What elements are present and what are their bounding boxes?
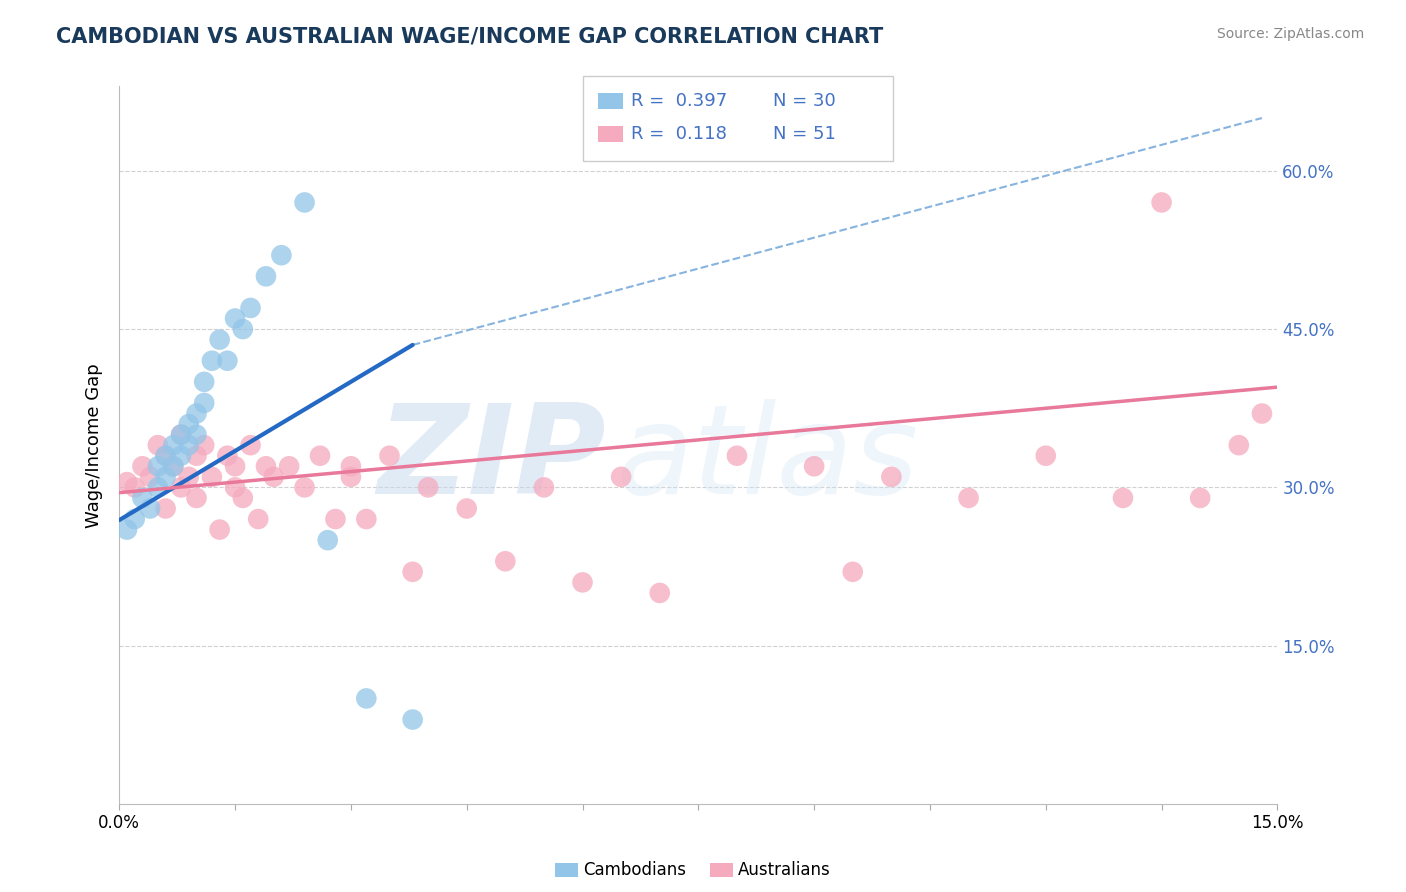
Point	[217, 449, 239, 463]
Point	[340, 459, 363, 474]
Point	[146, 480, 169, 494]
Point	[208, 523, 231, 537]
Point	[402, 713, 425, 727]
Point	[356, 691, 378, 706]
Point	[1189, 491, 1212, 505]
Point	[224, 480, 246, 494]
Point	[224, 459, 246, 474]
Point	[842, 565, 865, 579]
Point	[208, 333, 231, 347]
Point	[155, 449, 177, 463]
Point	[139, 501, 162, 516]
Point	[155, 470, 177, 484]
Point	[1227, 438, 1250, 452]
Text: N = 51: N = 51	[773, 125, 837, 143]
Point	[610, 470, 633, 484]
Point	[146, 459, 169, 474]
Point	[162, 438, 184, 452]
Point	[263, 470, 285, 484]
Point	[232, 491, 254, 505]
Point	[880, 470, 903, 484]
Text: atlas: atlas	[617, 399, 920, 520]
Text: Australians: Australians	[738, 861, 831, 879]
Text: Cambodians: Cambodians	[583, 861, 686, 879]
Point	[254, 459, 277, 474]
Point	[139, 470, 162, 484]
Point	[201, 470, 224, 484]
Point	[131, 459, 153, 474]
Point	[254, 269, 277, 284]
Text: R =  0.118: R = 0.118	[631, 125, 727, 143]
Point	[193, 438, 215, 452]
Point	[170, 449, 193, 463]
Point	[124, 480, 146, 494]
Point	[170, 427, 193, 442]
Point	[177, 470, 200, 484]
Point	[239, 301, 262, 315]
Point	[155, 501, 177, 516]
Point	[270, 248, 292, 262]
Point	[224, 311, 246, 326]
Point	[294, 195, 316, 210]
Point	[1112, 491, 1135, 505]
Point	[725, 449, 748, 463]
Point	[232, 322, 254, 336]
Point	[155, 449, 177, 463]
Point	[456, 501, 478, 516]
Y-axis label: Wage/Income Gap: Wage/Income Gap	[86, 363, 103, 527]
Point	[648, 586, 671, 600]
Point	[1251, 407, 1274, 421]
Text: Source: ZipAtlas.com: Source: ZipAtlas.com	[1216, 27, 1364, 41]
Point	[402, 565, 425, 579]
Point	[186, 449, 208, 463]
Point	[170, 480, 193, 494]
Point	[294, 480, 316, 494]
Point	[1035, 449, 1057, 463]
Point	[340, 470, 363, 484]
Point	[201, 353, 224, 368]
Point	[146, 438, 169, 452]
Point	[193, 396, 215, 410]
Point	[247, 512, 270, 526]
Point	[124, 512, 146, 526]
Point	[115, 523, 138, 537]
Point	[239, 438, 262, 452]
Text: N = 30: N = 30	[773, 92, 837, 110]
Point	[356, 512, 378, 526]
Point	[217, 353, 239, 368]
Point	[177, 417, 200, 431]
Point	[316, 533, 339, 548]
Point	[571, 575, 593, 590]
Point	[193, 375, 215, 389]
Point	[186, 427, 208, 442]
Point	[803, 459, 825, 474]
Point	[1150, 195, 1173, 210]
Point	[278, 459, 301, 474]
Text: CAMBODIAN VS AUSTRALIAN WAGE/INCOME GAP CORRELATION CHART: CAMBODIAN VS AUSTRALIAN WAGE/INCOME GAP …	[56, 27, 883, 46]
Text: ZIP: ZIP	[377, 399, 606, 520]
Point	[177, 438, 200, 452]
Point	[309, 449, 332, 463]
Point	[494, 554, 516, 568]
Text: R =  0.397: R = 0.397	[631, 92, 727, 110]
Point	[533, 480, 555, 494]
Point	[162, 459, 184, 474]
Point	[325, 512, 347, 526]
Point	[115, 475, 138, 489]
Point	[131, 491, 153, 505]
Point	[186, 491, 208, 505]
Point	[416, 480, 439, 494]
Point	[957, 491, 980, 505]
Point	[170, 427, 193, 442]
Point	[162, 459, 184, 474]
Point	[378, 449, 401, 463]
Point	[186, 407, 208, 421]
